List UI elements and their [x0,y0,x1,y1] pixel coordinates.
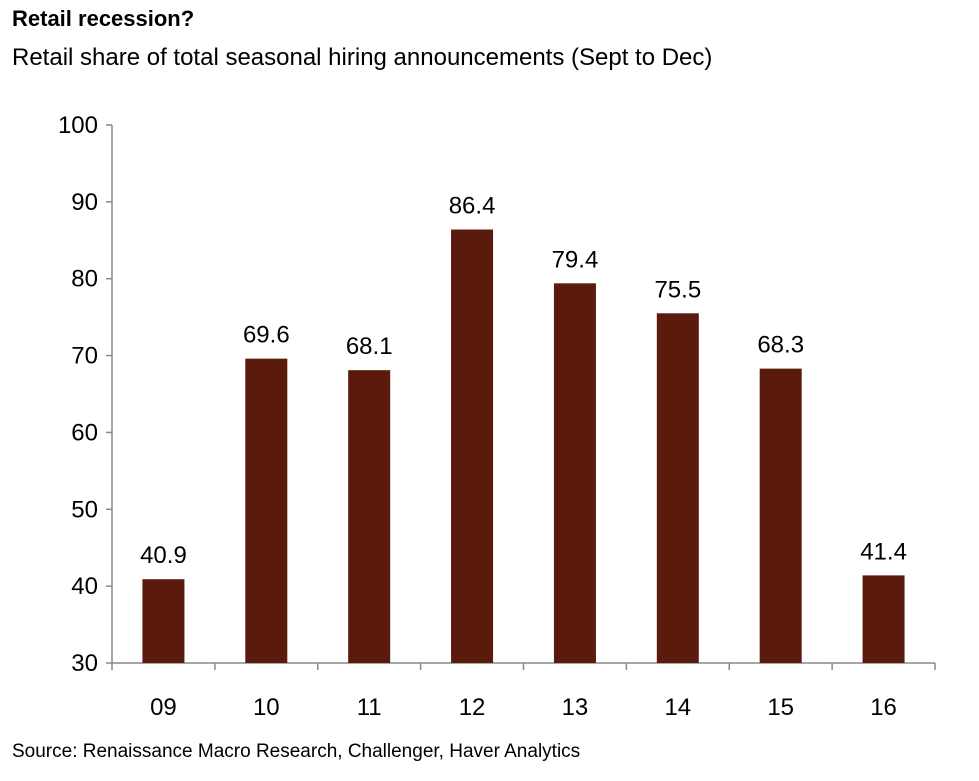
bar-16 [862,575,905,663]
data-label: 68.1 [346,333,393,360]
source-note: Source: Renaissance Macro Research, Chal… [12,741,581,762]
x-tick-label: 16 [870,694,897,721]
data-label: 75.5 [654,276,701,303]
y-tick-label: 40 [71,573,98,600]
y-tick-label: 90 [71,189,98,216]
y-tick-label: 70 [71,343,98,370]
bar-11 [348,370,391,663]
chart-subtitle: Retail share of total seasonal hiring an… [12,44,713,71]
x-tick-label: 15 [767,694,794,721]
bar-13 [553,283,596,663]
data-label: 86.4 [449,193,496,220]
y-tick-label: 60 [71,419,98,446]
data-label: 79.4 [552,246,599,273]
bar-09 [142,579,185,663]
data-label: 69.6 [243,322,290,349]
bar-14 [656,313,699,663]
x-tick-label: 10 [253,694,280,721]
x-tick-label: 12 [459,694,486,721]
data-label: 68.3 [757,332,804,359]
y-tick-label: 80 [71,266,98,293]
bar-10 [245,358,288,663]
data-label: 41.4 [860,538,907,565]
x-tick-label: 13 [562,694,589,721]
data-label: 40.9 [140,542,187,569]
y-tick-label: 30 [71,650,98,677]
bar-15 [759,368,802,663]
y-tick-label: 100 [58,112,98,139]
x-tick-label: 11 [357,694,382,721]
chart-title: Retail recession? [12,6,195,31]
x-tick-label: 09 [150,694,177,721]
x-tick-label: 14 [664,694,691,721]
y-tick-label: 50 [71,496,98,523]
bar-12 [451,229,494,664]
